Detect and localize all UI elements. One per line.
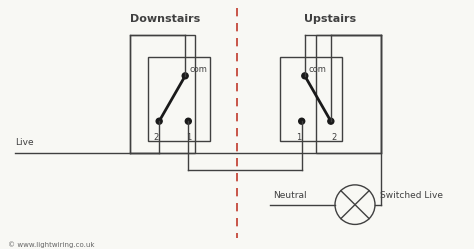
Circle shape	[156, 118, 162, 124]
Text: com: com	[189, 65, 207, 74]
Text: 2: 2	[154, 133, 159, 142]
Text: © www.lightwiring.co.uk: © www.lightwiring.co.uk	[8, 241, 94, 248]
Text: Neutral: Neutral	[273, 191, 307, 200]
Bar	[148, 57, 210, 141]
Circle shape	[302, 73, 308, 79]
Text: 2: 2	[331, 133, 337, 142]
Text: com: com	[309, 65, 327, 74]
Bar	[280, 57, 342, 141]
Circle shape	[328, 118, 334, 124]
Bar	[316, 35, 381, 153]
Text: Downstairs: Downstairs	[130, 14, 200, 24]
Text: Live: Live	[15, 138, 34, 147]
Circle shape	[185, 118, 191, 124]
Text: Upstairs: Upstairs	[304, 14, 356, 24]
Text: 1: 1	[296, 133, 301, 142]
Text: 1: 1	[186, 133, 191, 142]
Bar	[130, 35, 195, 153]
Circle shape	[182, 73, 188, 79]
Text: Switched Live: Switched Live	[380, 191, 443, 200]
Circle shape	[299, 118, 305, 124]
